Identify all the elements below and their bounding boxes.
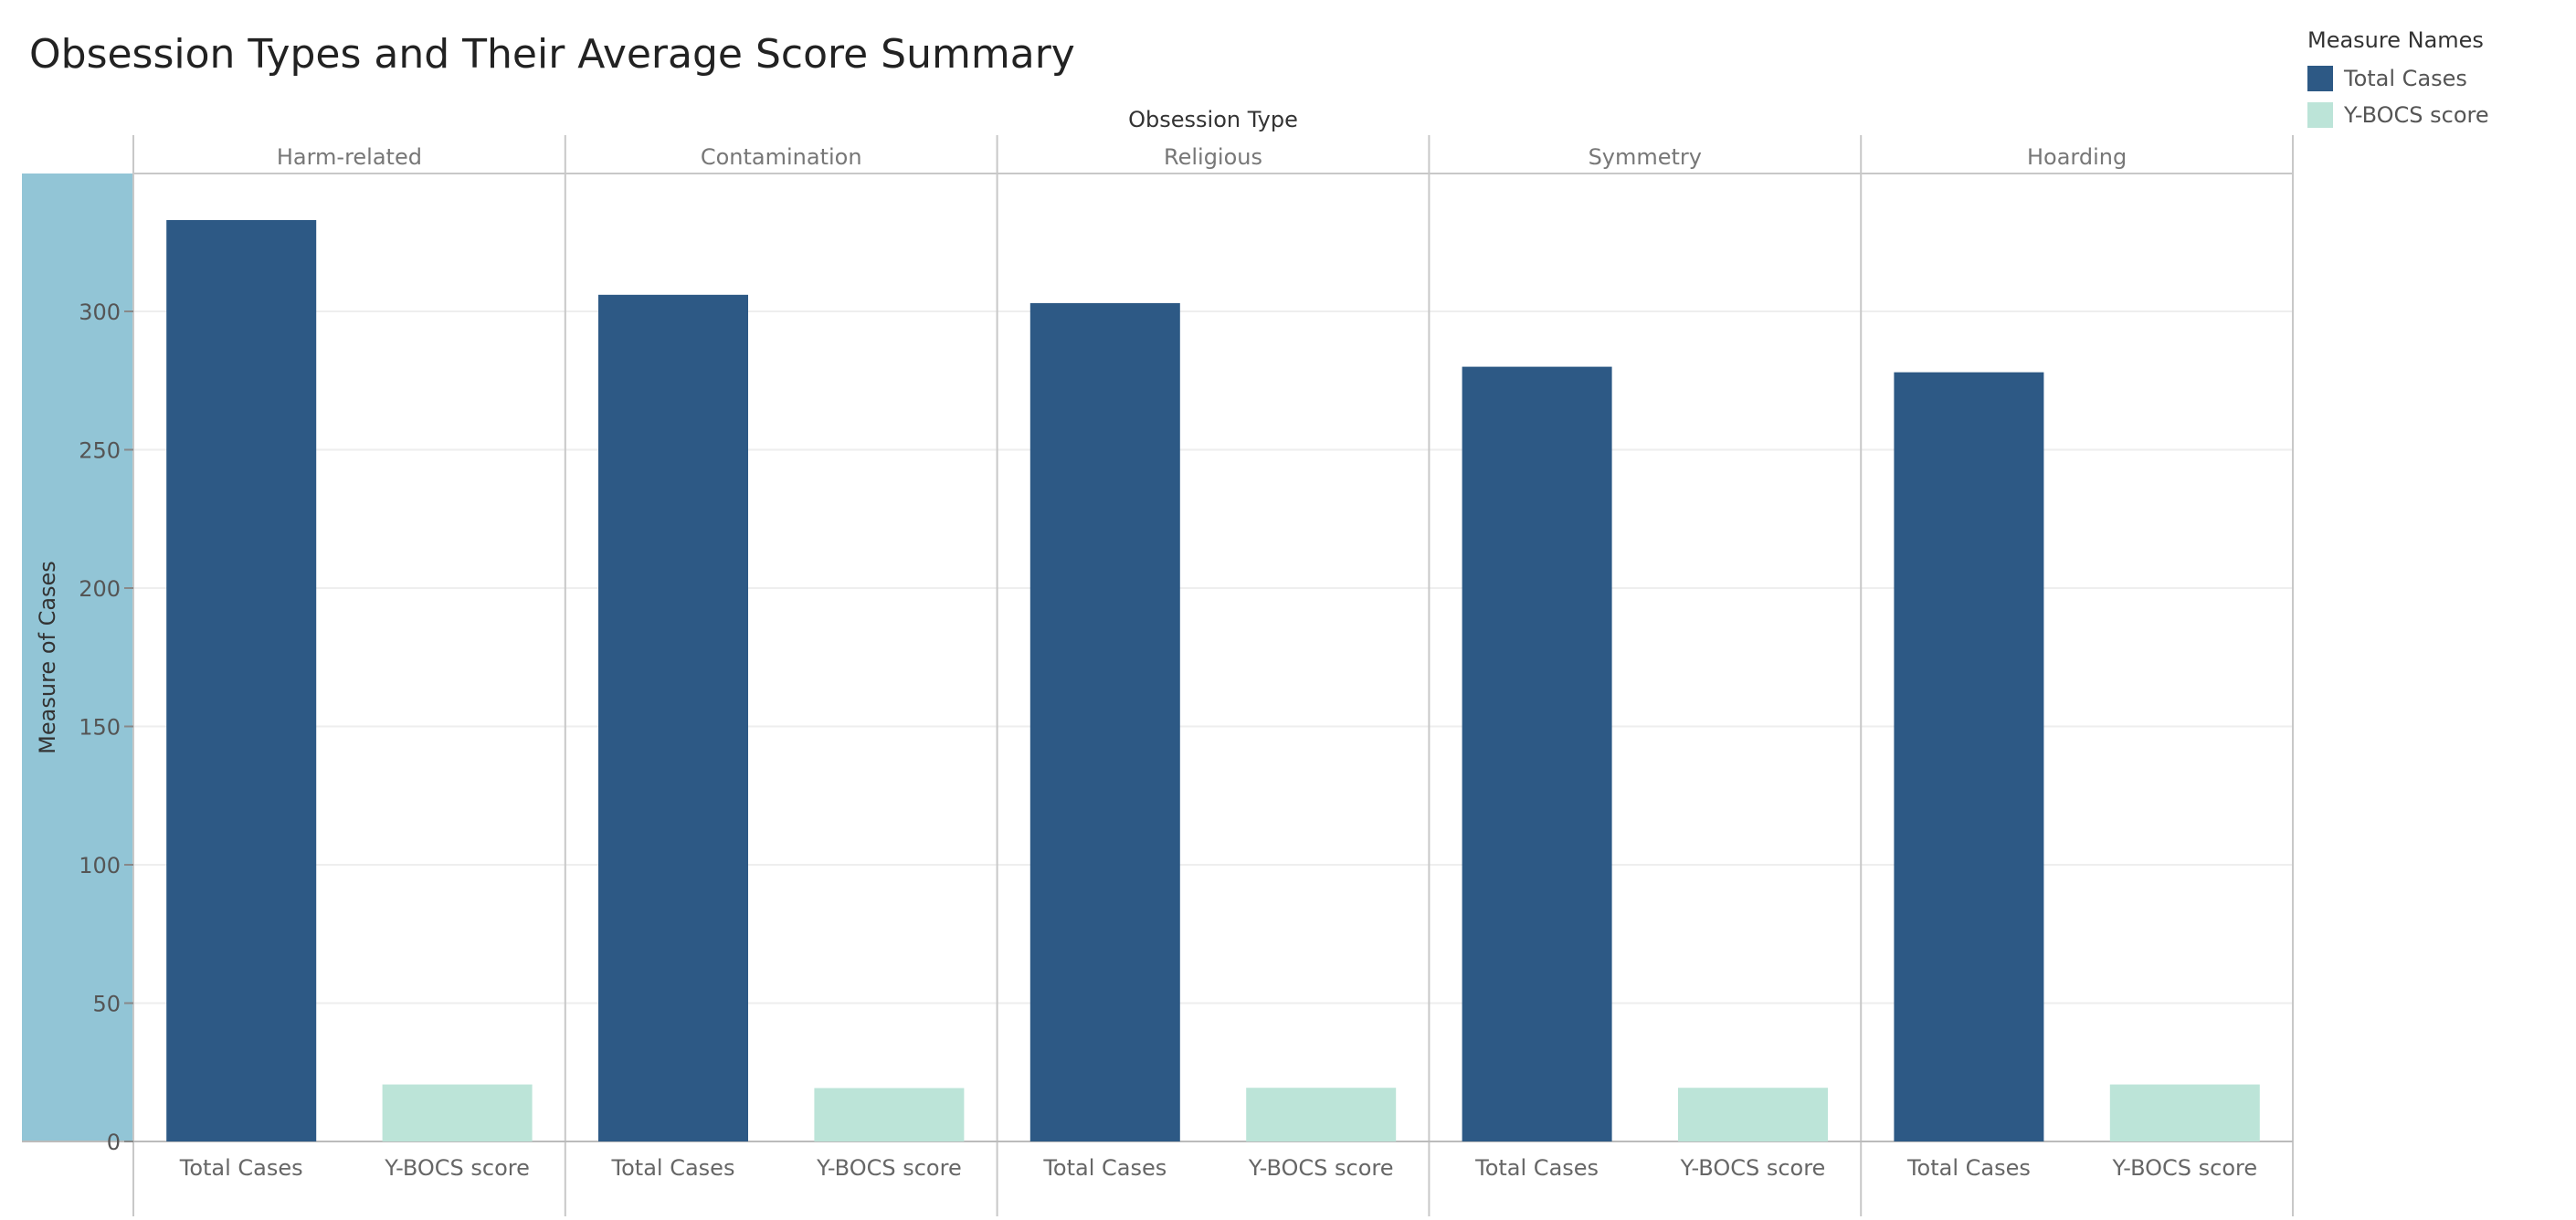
bar [1029,302,1180,1141]
y-tick-label: 300 [79,300,121,325]
group-label: Harm-related [277,144,422,170]
bar [598,294,748,1141]
legend-item-ybocs-score[interactable]: Y-BOCS score [2307,97,2489,133]
bar [814,1088,965,1141]
x-tick-label: Y-BOCS score [1680,1155,1826,1181]
legend-title: Measure Names [2307,27,2484,53]
y-tick-label: 250 [79,438,121,464]
bar [1678,1088,1828,1141]
bar [382,1084,533,1141]
column-header: Obsession Type [1128,107,1298,132]
y-axis-label: Measure of Cases [35,561,60,754]
chart-title: Obsession Types and Their Average Score … [29,31,1075,78]
y-tick-label: 150 [79,715,121,741]
bar [1894,372,2044,1141]
bar [2109,1084,2260,1141]
x-tick-label: Y-BOCS score [1248,1155,1394,1181]
y-tick-label: 200 [79,576,121,602]
legend-swatch-ybocs-score [2307,102,2333,128]
y-axis-band [22,174,133,1141]
x-tick-label: Total Cases [611,1155,735,1181]
group-label: Religious [1164,144,1262,170]
x-tick-label: Y-BOCS score [384,1155,530,1181]
x-tick-label: Total Cases [1042,1155,1167,1181]
legend-item-total-cases[interactable]: Total Cases [2307,60,2489,97]
bar [1462,366,1612,1142]
legend-label-ybocs-score: Y-BOCS score [2344,102,2489,128]
bar [166,220,317,1141]
y-tick-label: 100 [79,853,121,878]
x-tick-label: Y-BOCS score [2111,1155,2257,1181]
x-tick-label: Y-BOCS score [816,1155,962,1181]
legend-swatch-total-cases [2307,66,2333,91]
bar [1246,1088,1397,1141]
legend-label-total-cases: Total Cases [2344,66,2467,91]
x-tick-label: Total Cases [1906,1155,2031,1181]
x-tick-label: Total Cases [1474,1155,1599,1181]
group-label: Contamination [701,144,862,170]
y-tick-label: 0 [107,1130,121,1155]
group-label: Hoarding [2027,144,2127,170]
legend: Measure Names Total Cases Y-BOCS score [2307,27,2489,133]
group-label: Symmetry [1589,144,1702,170]
y-tick-label: 50 [92,992,121,1017]
x-tick-label: Total Cases [179,1155,303,1181]
